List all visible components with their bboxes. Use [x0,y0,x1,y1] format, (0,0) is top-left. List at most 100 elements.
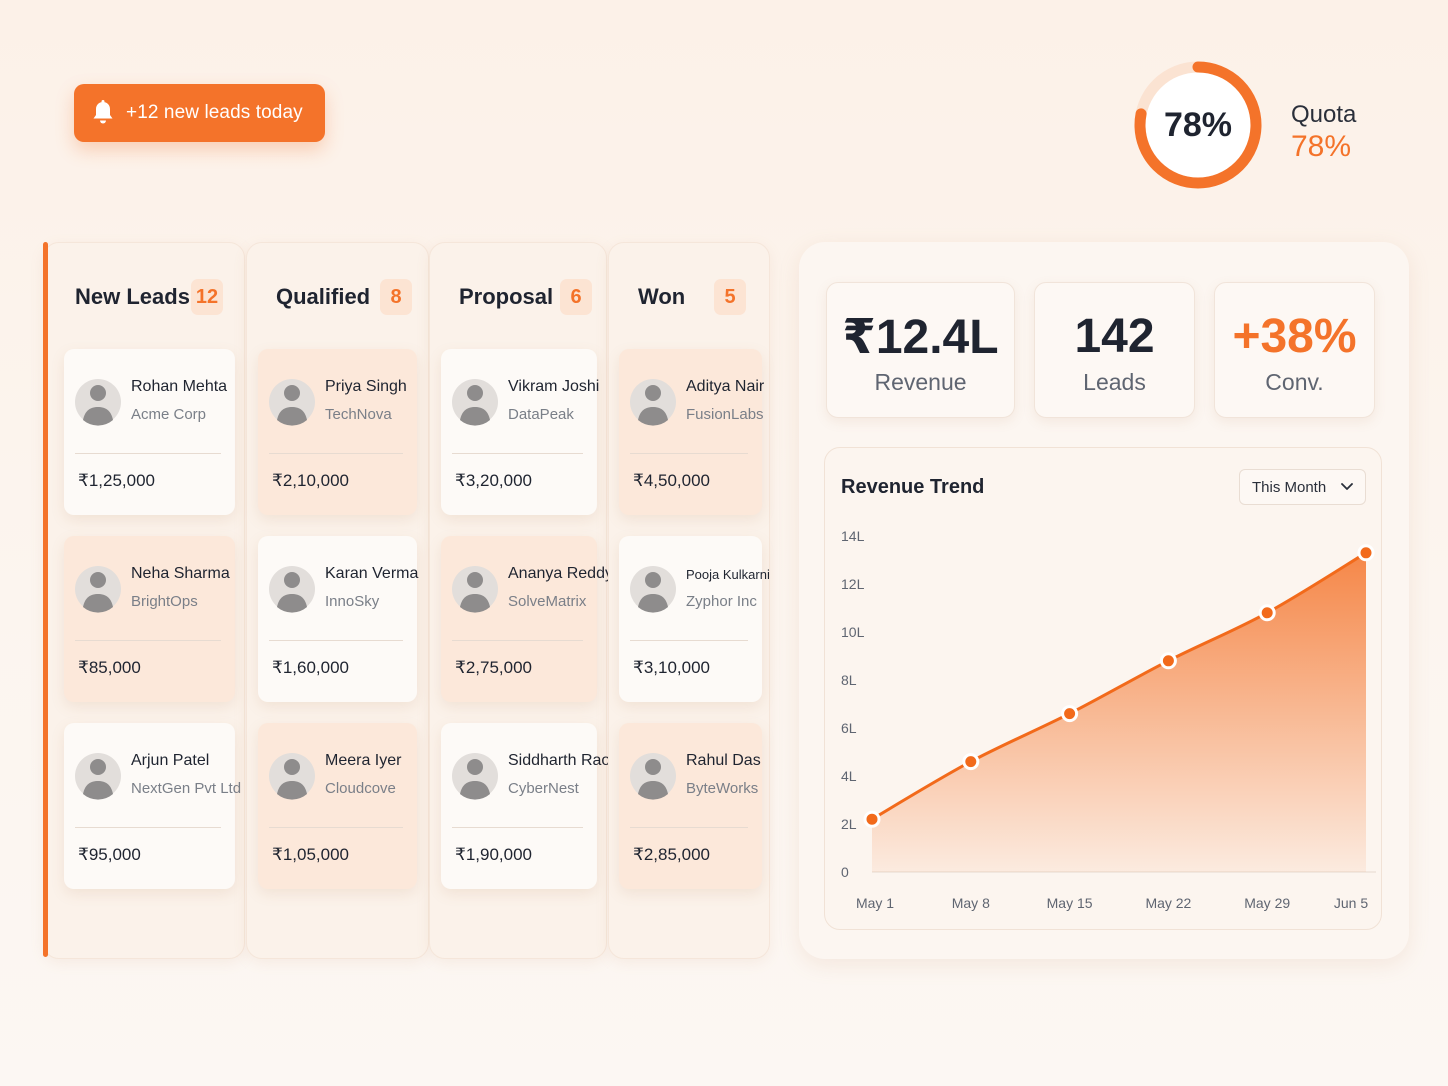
column-title: Proposal [459,284,554,309]
revenue-data-point[interactable] [962,753,980,771]
lead-amount: ₹4,50,000 [633,471,710,490]
lead-card[interactable]: Rohan Mehta Acme Corp ₹1,25,000 [64,349,235,515]
y-tick-label: 14L [841,528,865,544]
column-qualified: Qualified 8 Priya Singh TechNova ₹2,10,000 Ka… [246,242,429,959]
revenue-trend-chart: 0 2L 4L 6L 8L 10L 12L 14L May 1 May 8 May 15 May 22… [841,528,1376,911]
lead-card[interactable]: Karan Verma InnoSky ₹1,60,000 [258,536,418,702]
lead-amount: ₹1,90,000 [455,845,532,864]
lead-card[interactable]: Siddharth Rao CyberNest ₹1,90,000 [441,723,610,889]
avatar [75,373,121,431]
stat-leads-label: Leads [1083,369,1146,395]
revenue-data-point[interactable] [1357,544,1375,562]
lead-name: Meera Iyer [325,752,402,769]
column-header: New Leads 12 [44,279,244,315]
lead-company: ByteWorks [686,780,759,797]
revenue-data-point[interactable] [863,810,881,828]
lead-company: FusionLabs [686,406,764,423]
lead-company: DataPeak [508,406,574,423]
lead-company: Acme Corp [131,406,207,423]
lead-card[interactable]: Vikram Joshi DataPeak ₹3,20,000 [441,349,600,515]
stat-leads: 142 Leads [1034,282,1195,418]
revenue-data-point[interactable] [1159,652,1177,670]
chevron-down-icon [1341,483,1353,490]
revenue-data-point[interactable] [1061,705,1079,723]
lead-card[interactable]: Arjun Patel NextGen Pvt Ltd ₹95,000 [64,723,241,889]
column-count-badge: 12 [191,279,223,315]
lead-card[interactable]: Ananya Reddy SolveMatrix ₹2,75,000 [441,536,613,702]
card-divider [452,453,583,454]
card-divider [75,640,221,641]
quota-value: 78% [1291,130,1352,163]
column-header: Qualified 8 [247,279,428,315]
card-divider [630,827,748,828]
column-title: Qualified [276,284,371,309]
lead-card[interactable]: Priya Singh TechNova ₹2,10,000 [258,349,417,515]
active-column-accent [43,242,48,957]
x-tick-label: May 29 [1244,895,1290,911]
avatar [452,747,498,805]
lead-card[interactable]: Rahul Das ByteWorks ₹2,85,000 [619,723,762,889]
card-divider [630,453,748,454]
x-tick-label: May 15 [1047,895,1093,911]
avatar [452,560,498,618]
column-count-badge: 5 [714,279,746,315]
avatar [630,747,676,805]
lead-name: Pooja Kulkarni [686,567,770,582]
kanban-board: New Leads 12 Rohan Mehta Acme Corp ₹1,25,000… [43,242,771,959]
card-divider [452,640,583,641]
lead-company: Cloudcove [325,780,396,797]
lead-company: TechNova [325,406,392,423]
column-count-badge: 8 [380,279,412,315]
lead-amount: ₹1,25,000 [78,471,155,490]
y-tick-label: 12L [841,576,865,592]
quota-ring-percent: 78% [1163,105,1233,144]
stat-leads-value: 142 [1074,310,1155,363]
y-tick-label: 4L [841,768,857,784]
lead-amount: ₹85,000 [78,658,141,677]
revenue-series-line [871,551,1367,821]
revenue-data-point[interactable] [1258,604,1276,622]
column-title: New Leads [75,284,190,309]
y-tick-label: 0 [841,864,849,880]
avatar [452,373,498,431]
x-tick-label: May 1 [856,895,894,911]
lead-amount: ₹2,75,000 [455,658,532,677]
lead-card[interactable]: Neha Sharma BrightOps ₹85,000 [64,536,235,702]
lead-name: Rohan Mehta [131,378,228,395]
metrics-panel: ₹12.4L Revenue 142 Leads +38% Conv. Reve… [799,242,1409,959]
stat-revenue-label: Revenue [874,369,967,395]
avatar [630,373,676,431]
card-divider [630,640,748,641]
lead-name: Aditya Nair [686,378,765,395]
card-divider [75,827,221,828]
card-divider [269,827,403,828]
y-tick-label: 8L [841,672,857,688]
stat-conversion-label: Conv. [1265,369,1324,395]
y-tick-label: 2L [841,816,857,832]
lead-amount: ₹95,000 [78,845,141,864]
lead-company: NextGen Pvt Ltd [131,780,242,797]
lead-name: Priya Singh [325,378,407,395]
lead-card[interactable]: Aditya Nair FusionLabs ₹4,50,000 [619,349,765,515]
avatar [269,560,315,618]
column-count-badge: 6 [560,279,592,315]
notification-label: +12 new leads today [126,102,303,123]
x-tick-label: May 22 [1145,895,1191,911]
lead-amount: ₹1,05,000 [272,845,349,864]
period-select[interactable]: This Month [1239,469,1366,505]
avatar [630,560,676,618]
avatar [269,747,315,805]
lead-name: Rahul Das [686,752,761,769]
lead-name: Neha Sharma [131,565,230,582]
column-header: Won 5 [609,279,769,315]
stat-conversion: +38% Conv. [1214,282,1375,418]
lead-name: Vikram Joshi [508,378,600,395]
lead-card[interactable]: Meera Iyer Cloudcove ₹1,05,000 [258,723,417,889]
avatar [75,747,121,805]
avatar [75,560,121,618]
column-header: Proposal 6 [430,279,606,315]
period-select-value: This Month [1252,478,1327,496]
new-leads-notification[interactable]: +12 new leads today [74,84,325,142]
lead-amount: ₹2,85,000 [633,845,710,864]
lead-card[interactable]: Pooja Kulkarni Zyphor Inc ₹3,10,000 [619,536,770,702]
